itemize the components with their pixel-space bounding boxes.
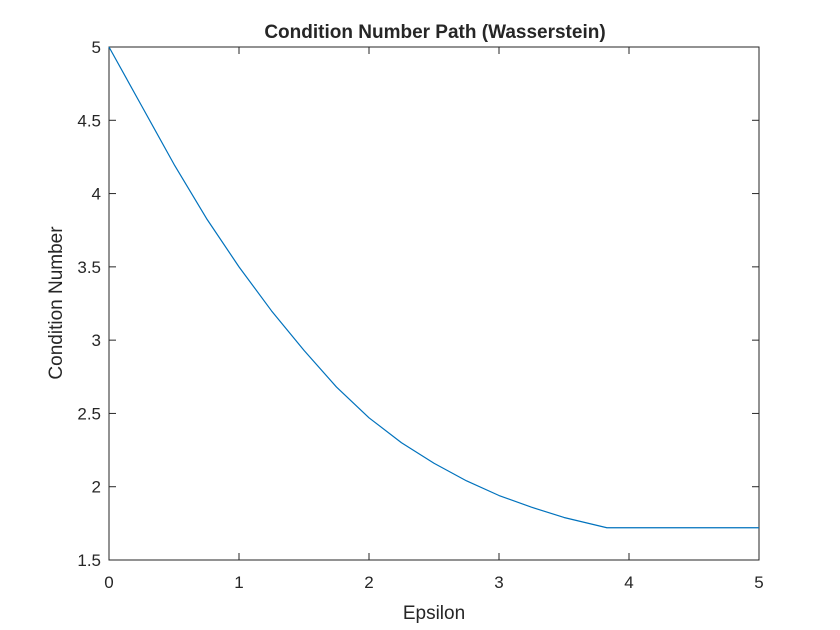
y-axis-label: Condition Number (46, 226, 67, 380)
plot-area: 0 1 2 3 4 5 1.5 2 2.5 3 3.5 4 4.5 5 (77, 38, 763, 592)
x-axis-label: Epsilon (403, 603, 465, 624)
y-tick-label: 4.5 (77, 111, 101, 130)
series-layer (108, 46, 759, 529)
x-tick-label: 2 (364, 573, 373, 592)
x-axis: 0 1 2 3 4 5 (104, 47, 764, 592)
chart-title: Condition Number Path (Wasserstein) (264, 22, 605, 43)
y-tick-label: 3.5 (77, 258, 101, 277)
y-tick-label: 3 (92, 331, 101, 350)
x-tick-label: 4 (624, 573, 633, 592)
y-tick-label: 5 (92, 38, 101, 57)
x-tick-label: 5 (754, 573, 763, 592)
y-tick-label: 2.5 (77, 404, 101, 423)
y-axis: 1.5 2 2.5 3 3.5 4 4.5 5 (77, 38, 759, 570)
x-tick-label: 3 (494, 573, 503, 592)
series-line-0 (108, 46, 759, 529)
x-tick-label: 1 (234, 573, 243, 592)
y-tick-label: 2 (92, 478, 101, 497)
axes-box (108, 46, 760, 561)
x-tick-label: 0 (104, 573, 113, 592)
y-tick-label: 4 (92, 185, 101, 204)
y-tick-label: 1.5 (77, 551, 101, 570)
